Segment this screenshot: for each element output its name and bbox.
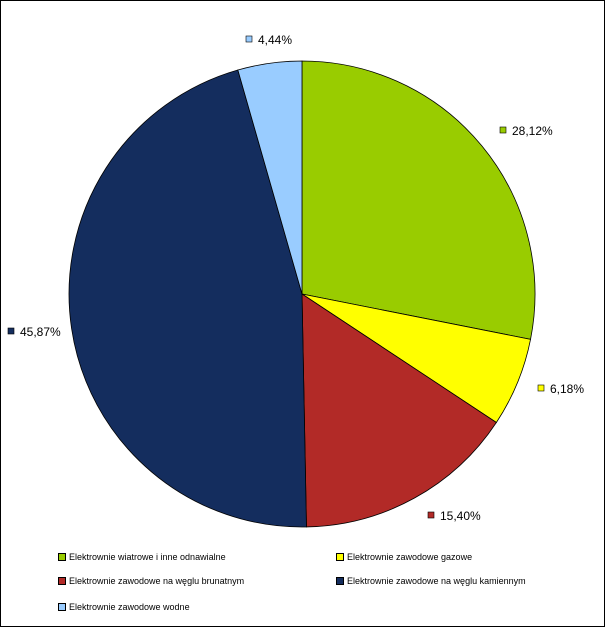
data-label: 15,40% — [440, 509, 481, 523]
legend: Elektrownie wiatrowe i inne odnawialne El… — [58, 550, 578, 622]
legend-item: Elektrownie zawodowe na węglu brunatnym — [58, 574, 244, 588]
legend-swatch — [336, 576, 344, 585]
data-labels: 28,12% 6,18% 15,40% 45,87% 4,44% — [7, 33, 584, 523]
pie-slice — [237, 60, 303, 295]
data-label: 45,87% — [20, 325, 61, 339]
legend-label: Elektrownie zawodowe na węglu kamiennym — [347, 576, 526, 586]
legend-label: Elektrownie wiatrowe i inne odnawialne — [69, 552, 226, 562]
pie-slices — [68, 60, 536, 528]
data-label-swatch — [499, 126, 507, 134]
pie-slice — [301, 293, 497, 528]
legend-item: Elektrownie wiatrowe i inne odnawialne — [58, 550, 226, 564]
data-label: 4,44% — [258, 33, 292, 47]
data-label-swatch — [245, 35, 253, 43]
legend-label: Elektrownie zawodowe gazowe — [347, 552, 473, 562]
legend-swatch — [58, 602, 66, 611]
data-label: 28,12% — [512, 124, 553, 138]
data-label-swatch — [427, 511, 435, 519]
legend-label: Elektrownie zawodowe wodne — [69, 602, 190, 612]
legend-item: Elektrownie zawodowe gazowe — [336, 550, 472, 564]
pie-slice — [301, 60, 536, 340]
legend-item: Elektrownie zawodowe wodne — [58, 600, 190, 614]
legend-item: Elektrownie zawodowe na węglu kamiennym — [336, 574, 526, 588]
legend-swatch — [58, 552, 66, 561]
data-label-swatch — [537, 384, 545, 392]
legend-swatch — [58, 576, 66, 585]
pie-slice — [68, 69, 307, 528]
legend-swatch — [336, 552, 344, 561]
legend-label: Elektrownie zawodowe na węglu brunatnym — [69, 576, 245, 586]
data-label-swatch — [7, 327, 15, 335]
data-label: 6,18% — [550, 382, 584, 396]
